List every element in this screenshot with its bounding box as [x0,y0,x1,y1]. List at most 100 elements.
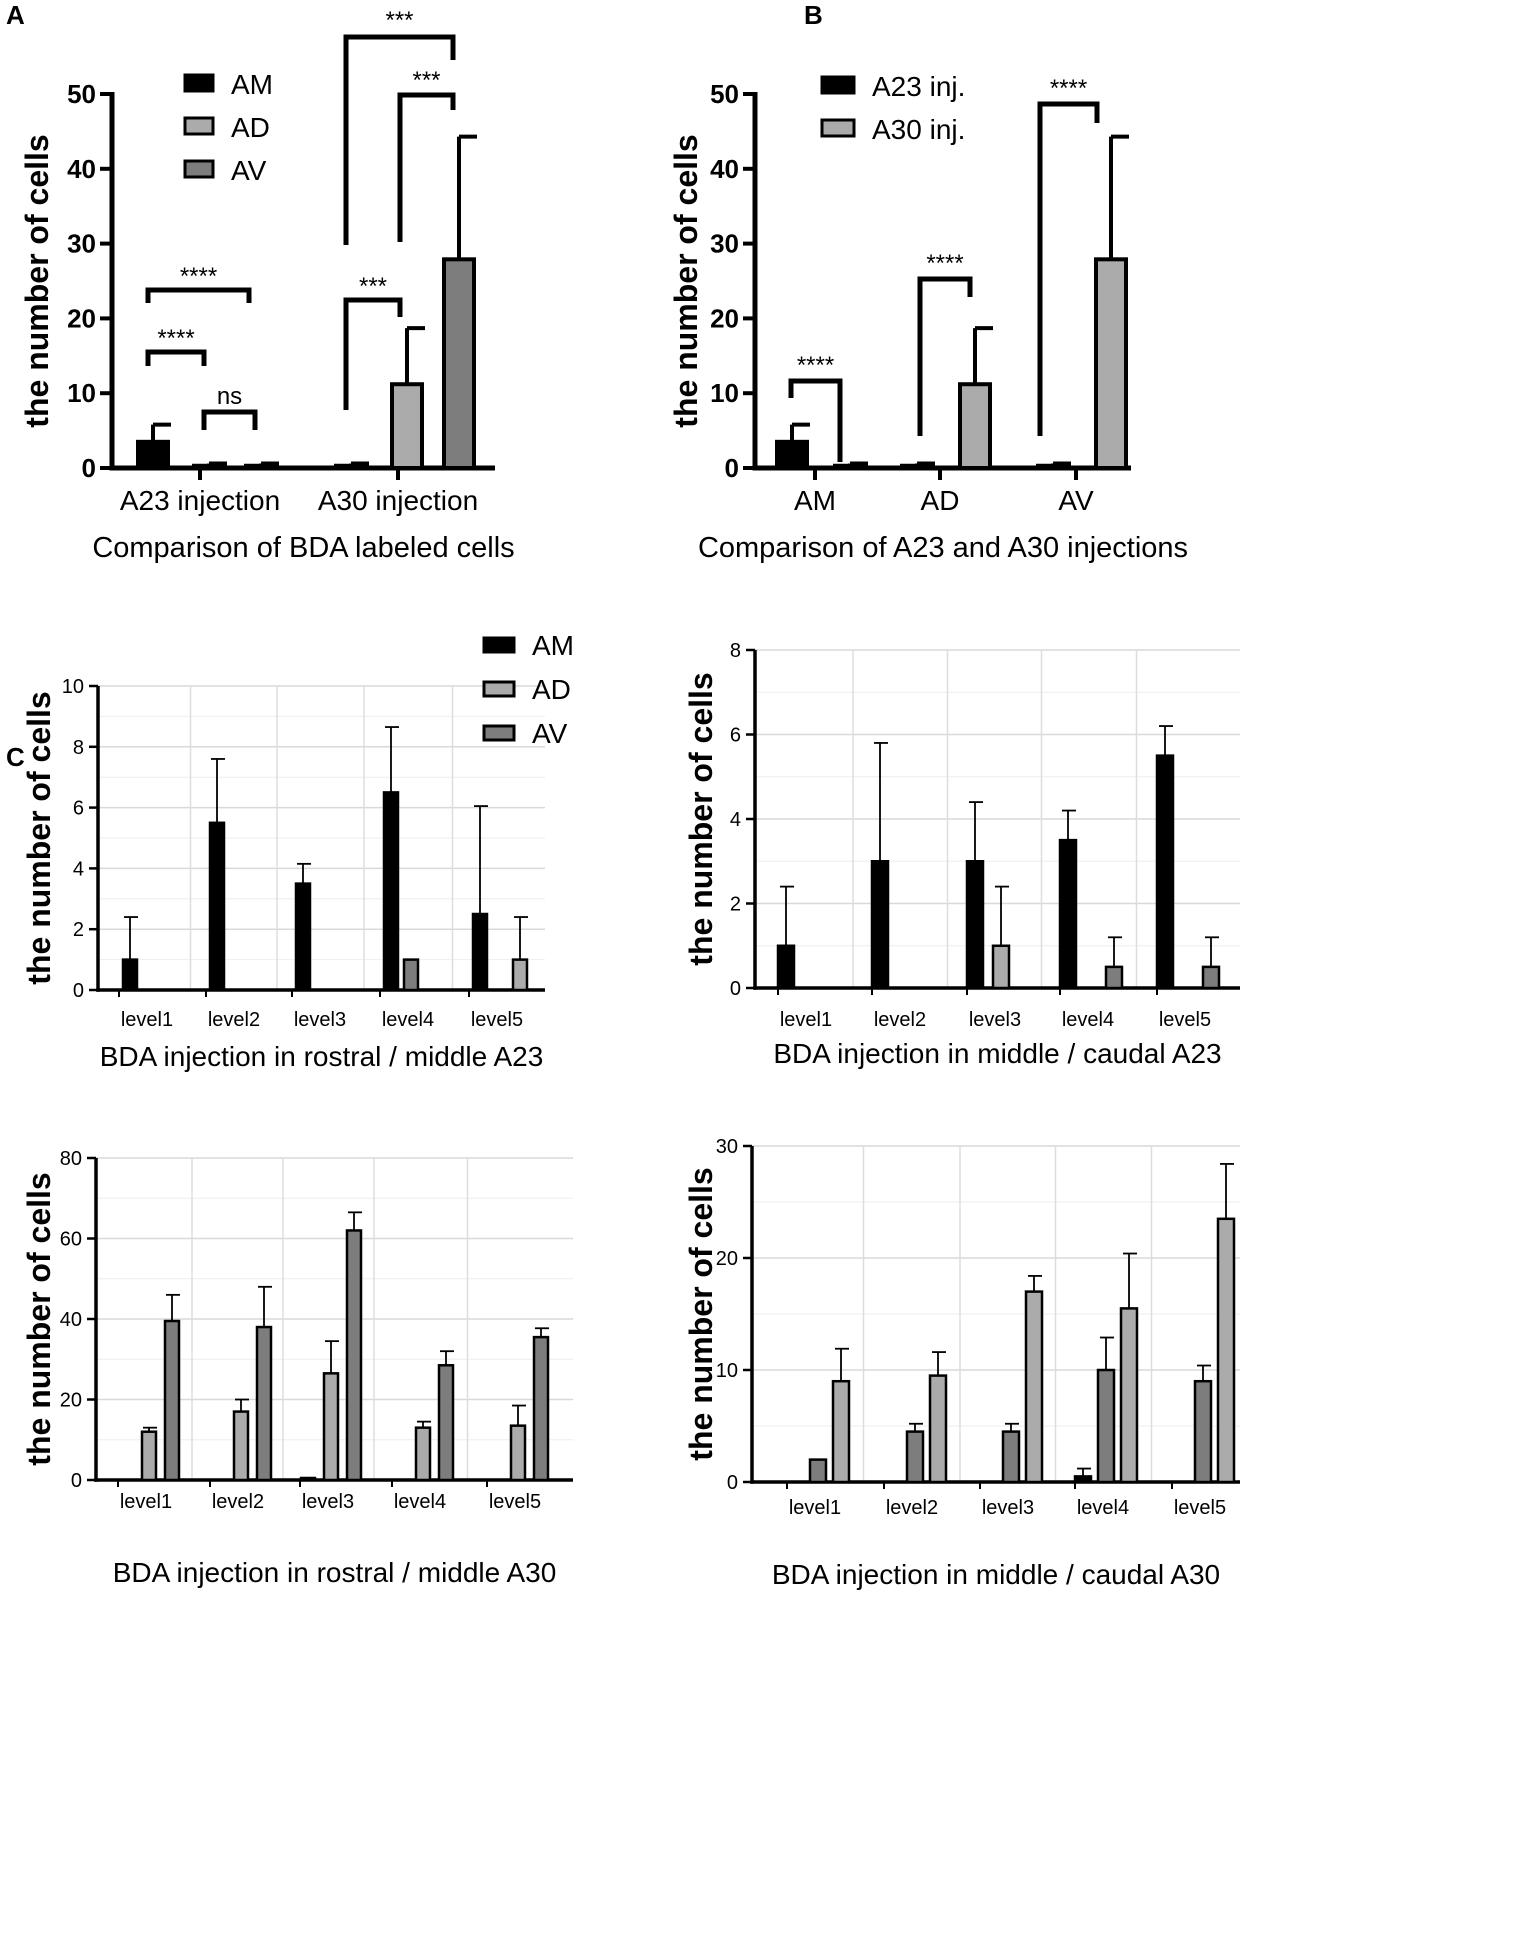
bar-av [437,1364,455,1482]
y-tick-label: 0 [73,980,84,1002]
bar-am [776,944,796,990]
chart-B: 0 10 20 30 40 50 AM AD AV Comparison of A23 and A… [668,71,1188,564]
legend-swatch [183,159,215,179]
bar-ad [140,1430,158,1482]
bar-ad [232,1410,250,1482]
x-category-label: AD [921,485,960,516]
x-category-label: level2 [212,1491,264,1513]
bar-am [121,958,139,992]
bar-am [334,463,368,471]
bar-av [442,257,476,471]
significance-bracket: **** [788,352,843,462]
x-category-label: level5 [1174,1497,1226,1519]
chart-C4: 0 10 20 30 level1 level2 level3 level4 level5 BDA… [683,1136,1240,1590]
significance-label: **** [157,325,194,352]
significance-label: **** [1050,75,1087,102]
legend-swatch [820,75,856,95]
significance-bracket: *** [343,7,456,245]
bar-am [1058,838,1078,990]
x-category-label: AM [794,485,836,516]
bar-av [1193,1379,1213,1484]
y-tick-label: 40 [67,154,96,184]
bar-am [1155,754,1175,990]
y-tick-label: 20 [710,303,739,333]
bracket-line [201,409,258,430]
bar-av [1096,1368,1116,1484]
x-axis-title: Comparison of BDA labeled cells [92,532,514,564]
bar-ad [192,463,226,471]
y-tick-label: 10 [62,676,84,698]
bar-av [905,1430,925,1484]
legend-label: AV [231,155,267,186]
significance-bracket: **** [917,250,973,436]
bar-av [1104,965,1124,990]
y-axis-title: the number of cells [21,691,57,984]
y-axis-title: the number of cells [19,134,55,427]
x-category-label: AV [1058,485,1094,516]
y-tick-label: 6 [730,725,741,747]
bracket-line [145,287,252,303]
x-axis-title: BDA injection in rostral / middle A23 [100,1041,544,1072]
x-category-label: level5 [1159,1009,1211,1031]
y-tick-label: 8 [730,640,741,662]
x-category-label: level3 [302,1491,354,1513]
significance-label: *** [385,7,413,34]
significance-label: *** [359,273,387,300]
x-category-label: level4 [394,1491,446,1513]
x-axis-title: Comparison of A23 and A30 injections [698,532,1188,564]
y-tick-label: 4 [73,858,84,880]
bar-av [345,1229,363,1482]
significance-bracket: **** [145,325,207,366]
chart-C3: 0 20 40 60 80 level1 level2 level3 level4 level5 B… [21,1148,573,1588]
y-tick-label: 50 [710,79,739,109]
y-tick-label: 20 [67,303,96,333]
bar-ad [1216,1217,1236,1484]
bracket-line [343,34,456,245]
bar-am [294,882,312,992]
y-tick-label: 60 [60,1229,82,1251]
y-tick-label: 50 [67,79,96,109]
y-tick-label: 0 [725,453,739,483]
chart-A: 0 10 20 30 40 50 A23 injection A30 injection Com… [19,7,515,564]
bar-am [299,1476,317,1482]
y-tick-label: 0 [71,1470,82,1492]
bar-ad [414,1426,432,1482]
y-tick-label: 6 [73,798,84,820]
x-axis-title: BDA injection in rostral / middle A30 [113,1557,557,1588]
y-tick-label: 40 [60,1309,82,1331]
bar-av [532,1335,550,1482]
bar-am [965,860,985,990]
x-axis-title: BDA injection in middle / caudal A23 [773,1038,1221,1069]
legend-label: AD [231,112,270,143]
bar-am [382,791,400,992]
y-tick-label: 4 [730,809,741,831]
bracket-line [917,276,973,436]
x-category-label: level4 [1062,1009,1114,1031]
legend: A23 inj. A30 inj. [820,71,965,145]
bar-av [244,463,278,471]
x-category-label: A23 injection [120,485,280,516]
bar-am [1073,1475,1093,1484]
x-category-label: level2 [208,1009,260,1031]
y-tick-label: 2 [73,919,84,941]
bar-ad [509,1424,527,1482]
y-tick-label: 0 [727,1472,738,1494]
bar-ad [1119,1307,1139,1484]
x-category-label: level4 [1077,1497,1129,1519]
y-tick-label: 10 [716,1360,738,1382]
y-tick-label: 40 [710,154,739,184]
x-category-label: level2 [874,1009,926,1031]
legend: AM AD AV [482,630,574,749]
x-category-label: level3 [969,1009,1021,1031]
x-category-label: level1 [120,1491,172,1513]
significance-bracket: **** [1037,75,1100,436]
y-tick-label: 80 [60,1148,82,1170]
bar-ad [928,1374,948,1484]
bracket-line [397,92,456,242]
bar-a23inj [1036,463,1070,471]
bar-ad [390,382,424,470]
legend-label: A30 inj. [872,114,965,145]
y-tick-label: 0 [730,978,741,1000]
chart-C2: 0 2 4 6 8 level1 level2 level3 level4 level5 BDA i… [683,640,1240,1069]
y-tick-label: 30 [710,229,739,259]
